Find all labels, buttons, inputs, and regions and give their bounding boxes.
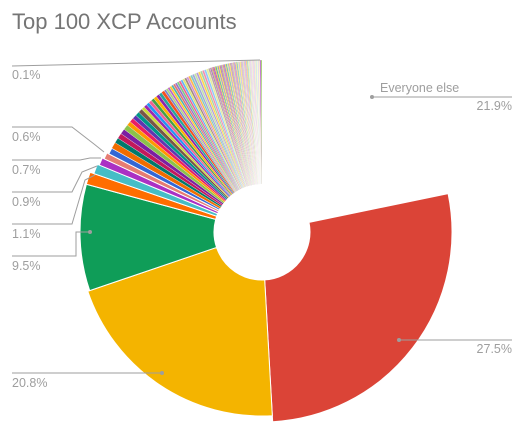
purple-pct: 0.7% [12, 163, 41, 177]
everyone-else-pct: 21.9% [477, 99, 512, 113]
leader-pink [12, 126, 105, 153]
red-pct: 27.5% [477, 342, 512, 356]
leader-teal [12, 165, 98, 193]
top-pct: 0.1% [12, 68, 41, 82]
label-purple: 0.7% [12, 157, 101, 177]
leader-purple [12, 157, 101, 161]
pie-slice-2 [87, 246, 273, 417]
green-pct: 9.5% [12, 259, 41, 273]
yellow-pct: 20.8% [12, 376, 47, 390]
leader-top [11, 59, 261, 67]
label-teal: 0.9% [12, 165, 98, 209]
orange-pct: 1.1% [12, 227, 41, 241]
label-orange: 1.1% [12, 174, 96, 241]
everyone-else-name: Everyone else [380, 81, 459, 95]
pie-slice-0 [261, 59, 432, 223]
leader-green [12, 231, 90, 257]
leader-dot-green [88, 230, 92, 234]
leader-dot-everyone-else [370, 95, 374, 99]
pie-slices [79, 59, 453, 423]
label-top: 0.1% [11, 59, 261, 82]
leader-dot-red [397, 338, 401, 342]
leader-dot-yellow [160, 371, 164, 375]
pink-pct: 0.6% [12, 130, 41, 144]
label-green: 9.5% [12, 230, 92, 273]
pie-slice-1 [264, 193, 453, 423]
label-pink: 0.6% [12, 126, 105, 153]
pie-slice-100 [260, 59, 263, 185]
label-red: 27.5% [397, 338, 512, 356]
teal-pct: 0.9% [12, 195, 41, 209]
chart-title: Top 100 XCP Accounts [12, 9, 237, 34]
label-yellow: 20.8% [12, 371, 164, 390]
label-everyone-else: Everyone else 21.9% [370, 81, 512, 113]
leader-orange [12, 174, 96, 225]
